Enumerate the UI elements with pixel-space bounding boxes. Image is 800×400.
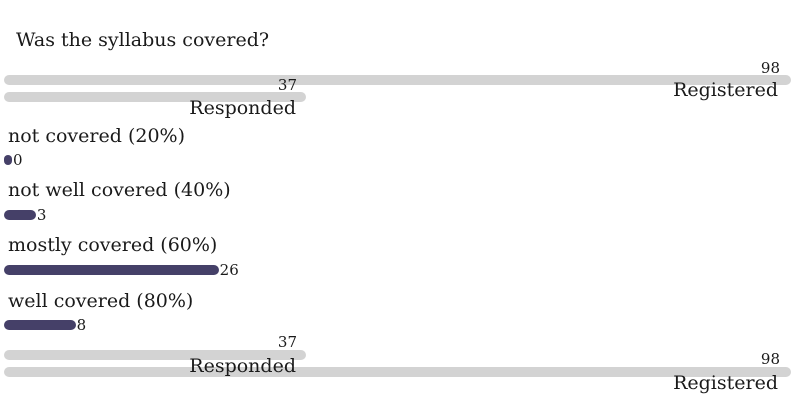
registered-count-bottom: 98 [760, 350, 780, 368]
option-value: 0 [13, 150, 23, 169]
option-bar-row: 26 [4, 260, 239, 279]
option-bar [4, 320, 76, 330]
option-label: well covered (80%) [8, 290, 194, 312]
option-bar [4, 265, 219, 275]
option-value: 8 [76, 315, 87, 334]
chart-title: Was the syllabus covered? [16, 29, 270, 51]
responded-label-top: Responded [189, 97, 296, 119]
registered-label-top: Registered [673, 79, 778, 101]
responded-bar-bottom [4, 350, 307, 360]
registered-label-bottom: Registered [673, 372, 778, 394]
option-bar-row: 8 [4, 315, 87, 334]
option-bar [4, 155, 12, 165]
option-label: mostly covered (60%) [8, 234, 218, 256]
responded-label-bottom: Responded [189, 355, 296, 377]
option-label: not covered (20%) [8, 125, 185, 147]
option-value: 3 [36, 205, 47, 224]
option-bar-row: 0 [4, 150, 23, 169]
option-value: 26 [219, 260, 239, 279]
responded-bar-top [4, 92, 307, 102]
responded-count-bottom: 37 [277, 333, 297, 351]
responded-count-top: 37 [277, 76, 297, 94]
option-bar-row: 3 [4, 205, 47, 224]
option-label: not well covered (40%) [8, 179, 231, 201]
registered-bar-bottom [4, 367, 791, 377]
registered-bar-top [4, 75, 791, 85]
registered-count-top: 98 [760, 59, 780, 77]
option-bar [4, 210, 36, 220]
